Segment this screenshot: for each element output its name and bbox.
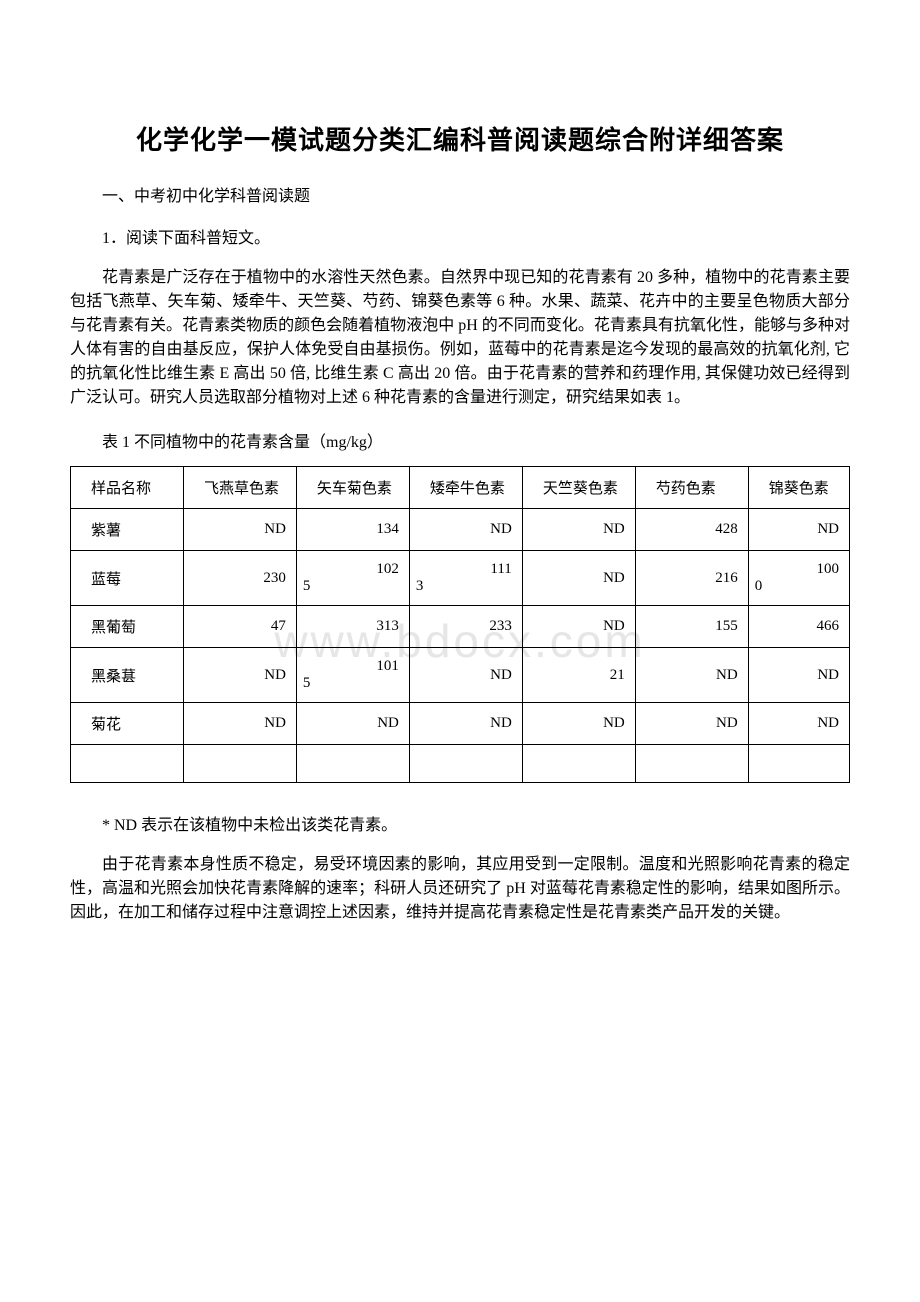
col-header: 飞燕草色素 [183, 467, 296, 509]
data-cell: ND [748, 509, 849, 551]
footnote: * ND 表示在该植物中未检出该类花青素。 [70, 811, 850, 835]
table-caption: 表 1 不同植物中的花青素含量（mg/kg） [70, 428, 850, 452]
data-cell: 1015 [296, 648, 409, 703]
col-header: 芍药色素 [635, 467, 748, 509]
data-cell: ND [748, 648, 849, 703]
content: 化学化学一模试题分类汇编科普阅读题综合附详细答案 一、中考初中化学科普阅读题 1… [70, 120, 850, 925]
empty-cell [71, 745, 184, 783]
empty-cell [296, 745, 409, 783]
data-cell: 216 [635, 551, 748, 606]
data-cell: 313 [296, 606, 409, 648]
data-cell: ND [183, 648, 296, 703]
data-cell: 428 [635, 509, 748, 551]
paragraph-1: 花青素是广泛存在于植物中的水溶性天然色素。自然界中现已知的花青素有 20 多种，… [70, 266, 850, 410]
col-header: 锦葵色素 [748, 467, 849, 509]
data-cell: ND [748, 703, 849, 745]
data-cell: ND [522, 703, 635, 745]
table-row: 菊花 ND ND ND ND ND ND [71, 703, 850, 745]
paragraph-2: 由于花青素本身性质不稳定，易受环境因素的影响，其应用受到一定限制。温度和光照影响… [70, 853, 850, 925]
data-cell: 230 [183, 551, 296, 606]
col-header: 样品名称 [71, 467, 184, 509]
empty-cell [409, 745, 522, 783]
data-cell: 134 [296, 509, 409, 551]
table-row: 黑葡萄 47 313 233 ND 155 466 [71, 606, 850, 648]
data-cell: ND [409, 648, 522, 703]
table-row: 黑桑葚 ND 1015 ND 21 ND ND [71, 648, 850, 703]
data-table: 样品名称 飞燕草色素 矢车菊色素 矮牵牛色素 天竺葵色素 芍药色素 锦葵色素 紫… [70, 466, 850, 783]
row-label: 紫薯 [71, 509, 184, 551]
data-cell: 21 [522, 648, 635, 703]
table-row: 蓝莓 230 1025 1113 ND 216 1000 [71, 551, 850, 606]
data-cell: ND [183, 703, 296, 745]
data-cell: ND [522, 551, 635, 606]
data-cell: ND [183, 509, 296, 551]
col-header: 天竺葵色素 [522, 467, 635, 509]
data-cell: 1113 [409, 551, 522, 606]
data-cell: 1025 [296, 551, 409, 606]
page-title: 化学化学一模试题分类汇编科普阅读题综合附详细答案 [70, 120, 850, 157]
item-number: 1．阅读下面科普短文。 [70, 224, 850, 248]
col-header: 矮牵牛色素 [409, 467, 522, 509]
data-cell: ND [635, 703, 748, 745]
data-cell: 155 [635, 606, 748, 648]
row-label: 黑桑葚 [71, 648, 184, 703]
empty-cell [635, 745, 748, 783]
table-header-row: 样品名称 飞燕草色素 矢车菊色素 矮牵牛色素 天竺葵色素 芍药色素 锦葵色素 [71, 467, 850, 509]
table-row-empty [71, 745, 850, 783]
data-cell: 47 [183, 606, 296, 648]
data-cell: 233 [409, 606, 522, 648]
col-header: 矢车菊色素 [296, 467, 409, 509]
row-label: 菊花 [71, 703, 184, 745]
data-cell: ND [409, 703, 522, 745]
data-cell: ND [522, 606, 635, 648]
data-cell: 466 [748, 606, 849, 648]
data-cell: ND [522, 509, 635, 551]
row-label: 黑葡萄 [71, 606, 184, 648]
data-cell: ND [296, 703, 409, 745]
data-cell: 1000 [748, 551, 849, 606]
empty-cell [183, 745, 296, 783]
data-cell: ND [409, 509, 522, 551]
section-header: 一、中考初中化学科普阅读题 [70, 182, 850, 206]
empty-cell [522, 745, 635, 783]
table-row: 紫薯 ND 134 ND ND 428 ND [71, 509, 850, 551]
data-cell: ND [635, 648, 748, 703]
row-label: 蓝莓 [71, 551, 184, 606]
empty-cell [748, 745, 849, 783]
